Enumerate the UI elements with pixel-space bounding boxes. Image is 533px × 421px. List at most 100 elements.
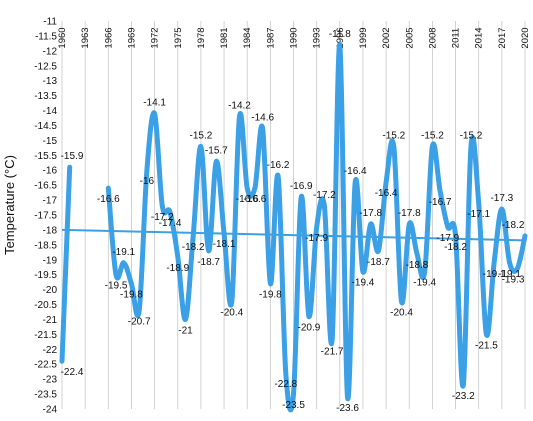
data-label: -16.4	[375, 188, 398, 199]
data-label: -17.9	[436, 233, 459, 244]
series-line	[105, 42, 528, 413]
data-label: -21.7	[321, 346, 344, 357]
data-label: -16.7	[429, 197, 452, 208]
y-tick-label: -20.5	[34, 300, 57, 311]
x-tick-label: 2002	[381, 27, 392, 48]
data-label: -19.4	[413, 278, 436, 289]
y-tick-label: -12	[43, 46, 58, 57]
data-label: -17.2	[151, 212, 174, 223]
data-label: -16.6	[236, 194, 259, 205]
y-tick-label: -18	[43, 225, 58, 236]
x-axis: 1960 1963 1966 1969 1972 1975 1978 1981 1984 1987…	[57, 27, 531, 48]
trendline-line	[61, 228, 526, 242]
data-labels: -22.4 -15.9 -16.6 -19.5 -19.1 -19.8 -20.7 -16 -1…	[61, 29, 525, 414]
y-axis-label: Temperature (°C)	[2, 155, 17, 255]
x-tick-label: 1966	[103, 27, 114, 48]
data-label: -17.3	[490, 193, 513, 204]
data-label: -18.2	[502, 220, 525, 231]
data-label: -15.2	[190, 130, 213, 141]
y-tick-label: -14.5	[34, 121, 57, 132]
data-label: -18.7	[197, 257, 220, 268]
data-label: -15.7	[205, 145, 228, 156]
data-label: -18.8	[406, 260, 429, 271]
series-line-group	[59, 42, 528, 413]
x-tick-label: 1987	[265, 27, 276, 48]
data-label: -17.8	[359, 208, 382, 219]
vertical-gridlines	[61, 21, 526, 409]
y-tick-label: -23	[43, 375, 58, 386]
data-label: -17.9	[305, 233, 328, 244]
x-tick-label: 2008	[427, 27, 438, 48]
data-label: -19.3	[502, 275, 525, 286]
data-label: -17.4	[159, 218, 182, 229]
data-label: -16.4	[344, 166, 367, 177]
data-label: -16.2	[267, 160, 290, 171]
x-tick-label: 2014	[474, 27, 485, 48]
y-tick-label: -12.5	[34, 61, 57, 72]
x-tick-label: 1990	[289, 27, 300, 48]
data-label: -22.8	[274, 379, 297, 390]
data-label: -18.2	[182, 242, 205, 253]
data-label: -11.8	[329, 29, 351, 40]
y-tick-label: -15.5	[34, 151, 57, 162]
y-tick-label: -23.5	[34, 390, 57, 401]
data-label: -19.5	[105, 281, 128, 292]
data-label: -14.1	[143, 98, 166, 109]
data-label: -15.2	[460, 130, 483, 141]
x-tick-label: 2011	[451, 28, 462, 48]
y-tick-label: -24	[43, 405, 58, 416]
data-label: -14.2	[228, 101, 251, 112]
data-label: -18.9	[166, 263, 189, 274]
y-tick-label: -17.5	[34, 211, 57, 222]
data-label: -21	[178, 325, 193, 336]
data-label: -20.4	[220, 308, 243, 319]
y-tick-label: -13	[43, 76, 58, 87]
data-label: -20.7	[128, 317, 151, 328]
data-label: -22.4	[61, 367, 84, 378]
x-tick-label: 1972	[150, 27, 161, 48]
data-label: -17.1	[467, 209, 490, 220]
y-tick-label: -11	[43, 17, 57, 28]
data-label: -16.6	[244, 194, 267, 205]
data-label: -23.2	[452, 391, 475, 402]
x-tick-label: 1981	[219, 27, 230, 48]
data-label: -15.2	[421, 130, 444, 141]
y-axis: -11 -11.5 -12 -12.5 -13 -13.5 -14 -14.5 -15 -15.5…	[34, 17, 57, 416]
y-tick-label: -21	[43, 315, 58, 326]
y-tick-label: -16.5	[34, 181, 57, 192]
x-tick-label: 1960	[57, 27, 68, 48]
data-label: -14.6	[251, 112, 274, 123]
x-tick-label: 1969	[126, 27, 137, 48]
data-label: -21.5	[475, 340, 498, 351]
data-label: -23.6	[336, 403, 359, 414]
y-tick-label: -13.5	[34, 91, 57, 102]
data-label: -17.8	[398, 208, 421, 219]
x-tick-label: 2005	[404, 27, 415, 48]
data-label: -19.8	[120, 290, 143, 301]
y-tick-label: -16	[43, 166, 58, 177]
y-tick-label: -20	[43, 285, 58, 296]
data-label: -19.1	[483, 269, 506, 280]
y-tick-label: -19	[43, 255, 58, 266]
data-label: -15.9	[61, 151, 84, 162]
data-label: -18.7	[367, 257, 390, 268]
x-tick-label: 2017	[497, 27, 508, 48]
y-tick-label: -22	[43, 345, 58, 356]
y-tick-label: -22.5	[34, 360, 57, 371]
x-tick-label: 1975	[173, 27, 184, 48]
x-tick-label: 1993	[312, 27, 323, 48]
x-tick-label: 1996	[335, 27, 346, 48]
data-label: -15.2	[382, 130, 405, 141]
y-tick-label: -18.5	[34, 240, 57, 251]
series-line	[59, 164, 73, 364]
data-label: -16.9	[290, 181, 313, 192]
data-label: -20.9	[298, 322, 321, 333]
data-label: -18.1	[213, 239, 236, 250]
x-tick-label: 1963	[80, 27, 91, 48]
data-label: -17.2	[313, 190, 336, 201]
data-label: -20.4	[390, 308, 413, 319]
data-label: -18.2	[444, 242, 467, 253]
y-tick-label: -15	[43, 136, 58, 147]
x-tick-label: 1984	[242, 27, 253, 48]
data-label: -23.5	[282, 400, 305, 411]
